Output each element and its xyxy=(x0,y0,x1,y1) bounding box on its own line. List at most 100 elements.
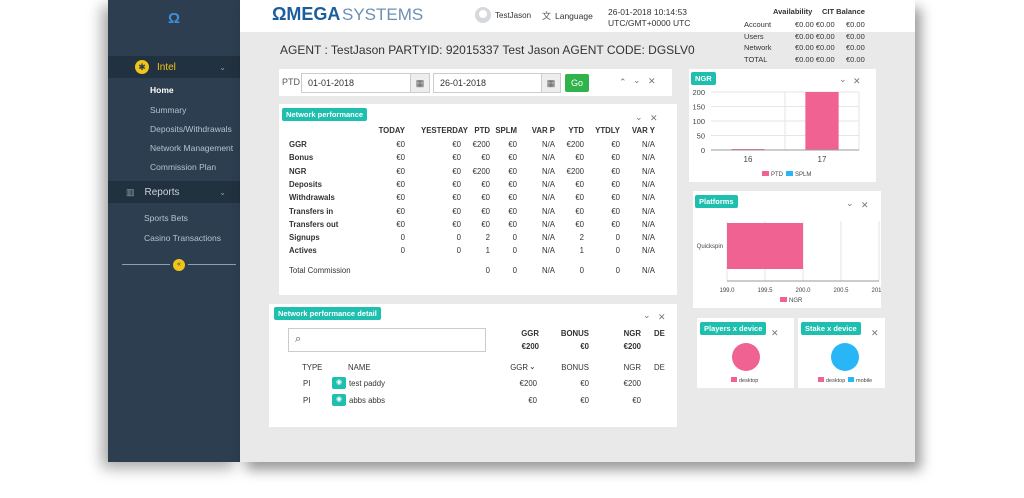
go-button[interactable]: Go xyxy=(565,74,589,92)
table-cell: €0 xyxy=(396,193,405,203)
bar[interactable] xyxy=(727,223,803,269)
close-icon[interactable]: ✕ xyxy=(771,328,779,338)
table-cell: N/A xyxy=(642,193,655,203)
table-cell: 0 xyxy=(615,246,620,256)
table-cell: €0 xyxy=(452,166,461,176)
network-performance-title: Network performance xyxy=(282,108,368,121)
date-from-input[interactable]: 01-01-2018 xyxy=(301,73,411,93)
row-name[interactable]: abbs abbs xyxy=(349,396,385,405)
balance-availability: €0.00 €0.00 xyxy=(795,43,835,52)
column-header: VAR P xyxy=(531,126,555,135)
y-tick-label: 50 xyxy=(697,132,705,141)
players-device-chart: desktop xyxy=(731,343,760,384)
table-cell: €0 xyxy=(508,153,517,163)
sidebar: Ω ✱ Intel ⌄ Home Summary Deposits/Withdr… xyxy=(108,0,240,462)
balance-cit: €0.00 xyxy=(846,43,865,52)
summary-header: DE xyxy=(654,329,665,338)
column-header: VAR Y xyxy=(631,126,655,135)
table-cell: N/A xyxy=(542,246,555,256)
sidebar-item-casino[interactable]: Casino Transactions xyxy=(144,233,222,243)
eye-icon[interactable]: ◉ xyxy=(332,394,346,406)
date-to-input[interactable]: 26-01-2018 xyxy=(433,73,543,93)
close-icon[interactable]: ✕ xyxy=(658,312,666,322)
calendar-icon[interactable]: ▦ xyxy=(541,73,561,93)
table-cell: 1 xyxy=(579,246,584,256)
x-tick-label: 200.0 xyxy=(795,288,811,294)
avatar[interactable] xyxy=(475,7,491,23)
sidebar-item-commission[interactable]: Commission Plan xyxy=(150,162,217,172)
table-cell: N/A xyxy=(642,153,655,163)
legend-swatch xyxy=(780,297,787,302)
summary-value: €200 xyxy=(623,342,641,351)
balance-cit: €0.00 xyxy=(846,20,865,29)
collapse-sidebar-icon[interactable]: « xyxy=(173,259,185,271)
table-cell: €0 xyxy=(481,206,490,216)
sidebar-item-sports-bets[interactable]: Sports Bets xyxy=(144,213,188,223)
balance-label: Account xyxy=(744,20,772,29)
close-icon[interactable]: ✕ xyxy=(650,113,658,123)
sidebar-section-intel[interactable]: ✱ Intel ⌄ xyxy=(108,56,240,78)
top-bar: ΩMEGA SYSTEMS TestJason 文 Language 26-01… xyxy=(240,0,915,32)
close-icon[interactable]: ✕ xyxy=(853,76,861,86)
table-cell: €0 xyxy=(396,166,405,176)
column-header: BONUS xyxy=(561,363,589,372)
table-cell: 2 xyxy=(485,233,490,243)
balance-availability: €0.00 €0.00 xyxy=(795,20,835,29)
table-cell: 0 xyxy=(456,246,461,256)
table-cell: 0 xyxy=(400,233,405,243)
language-selector[interactable]: Language xyxy=(555,11,593,21)
sort-chevron-icon[interactable]: ⌄ xyxy=(529,362,536,371)
platforms-title: Platforms xyxy=(695,195,738,208)
ngr-panel: NGR ⌄ ✕ xyxy=(689,69,876,182)
table-cell: N/A xyxy=(542,206,555,216)
table-cell: €0 xyxy=(611,153,620,163)
chevron-down-icon[interactable]: ⌄ xyxy=(846,198,854,208)
table-cell: 0 xyxy=(579,265,584,275)
table-cell: 0 xyxy=(512,246,517,256)
table-cell: €0 xyxy=(452,179,461,189)
pie-slice[interactable] xyxy=(732,343,760,371)
calendar-icon[interactable]: ▦ xyxy=(410,73,430,93)
table-cell: €0 xyxy=(611,193,620,203)
close-icon[interactable]: ✕ xyxy=(861,200,869,210)
table-cell: €0 xyxy=(508,206,517,216)
chevron-up-icon[interactable]: ⌃ xyxy=(619,77,627,87)
row-name[interactable]: test paddy xyxy=(349,379,385,388)
language-icon[interactable]: 文 xyxy=(542,11,552,21)
x-tick-label: 199.0 xyxy=(719,288,735,294)
close-icon[interactable]: ✕ xyxy=(648,76,656,86)
legend-swatch xyxy=(848,377,854,382)
bar[interactable] xyxy=(805,92,839,150)
network-detail-panel: Network performance detail ⌄ ✕ xyxy=(269,304,677,427)
chevron-down-icon[interactable]: ⌄ xyxy=(643,310,651,320)
table-cell: €0 xyxy=(611,179,620,189)
table-cell: €0 xyxy=(528,396,537,405)
chevron-down-icon[interactable]: ⌄ xyxy=(635,112,643,122)
table-cell: 1 xyxy=(485,246,490,256)
table-cell: €0 xyxy=(508,140,517,149)
user-name[interactable]: TestJason xyxy=(495,11,532,20)
chevron-down-icon[interactable]: ⌄ xyxy=(633,75,641,85)
table-cell: N/A xyxy=(642,166,655,176)
sidebar-item-summary[interactable]: Summary xyxy=(150,105,187,115)
table-cell: N/A xyxy=(542,265,555,275)
row-label: Signups xyxy=(289,233,320,243)
sidebar-item-deposits[interactable]: Deposits/Withdrawals xyxy=(150,124,232,134)
close-icon[interactable]: ✕ xyxy=(871,328,879,338)
table-cell: €0 xyxy=(452,206,461,216)
sidebar-item-network[interactable]: Network Management xyxy=(150,143,234,153)
table-cell: 0 xyxy=(615,233,620,243)
table-cell: N/A xyxy=(542,140,555,149)
pie-slice[interactable] xyxy=(831,343,859,371)
table-cell: €0 xyxy=(481,219,490,229)
column-header-sortable[interactable]: GGR xyxy=(510,363,528,372)
table-cell: €0 xyxy=(632,396,641,405)
eye-icon[interactable]: ◉ xyxy=(332,377,346,389)
table-cell: €0 xyxy=(452,193,461,203)
sidebar-item-home[interactable]: Home xyxy=(150,85,174,95)
chevron-down-icon[interactable]: ⌄ xyxy=(839,74,847,84)
sidebar-section-reports[interactable]: ▥ Reports ⌄ xyxy=(108,181,240,203)
availability-header: Availability xyxy=(773,7,813,16)
table-cell: €0 xyxy=(508,179,517,189)
search-input[interactable]: ⌕ xyxy=(288,328,486,352)
